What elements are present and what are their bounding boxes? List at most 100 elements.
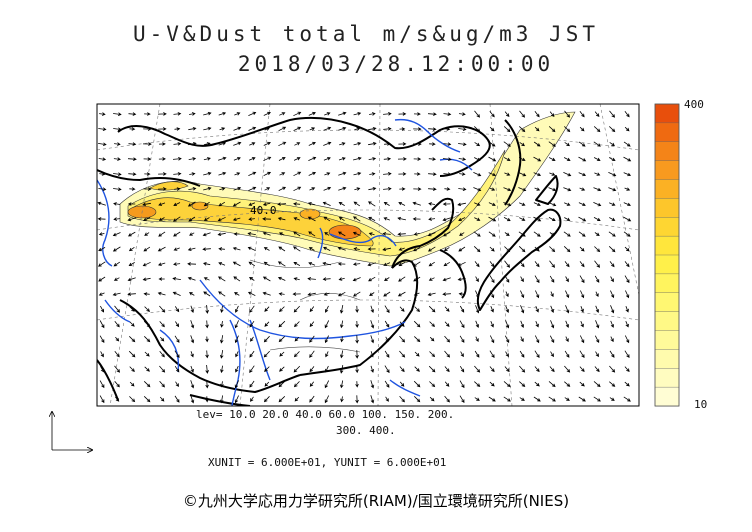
wind-arrow <box>428 172 437 176</box>
wind-arrow <box>278 186 287 191</box>
wind-arrow <box>235 351 239 358</box>
wind-arrow <box>292 292 301 296</box>
wind-arrow <box>218 156 227 161</box>
wind-arrow <box>399 187 406 191</box>
dust-map: 40.0 <box>0 103 680 480</box>
wind-arrow <box>113 127 122 131</box>
rivers <box>97 118 473 406</box>
colorbar-swatch <box>654 349 680 369</box>
colorbar-swatch <box>654 198 680 218</box>
wind-arrow <box>519 350 525 358</box>
wind-arrow <box>158 127 167 131</box>
chart-title: U-V&Dust total m/s&ug/m3 JST <box>132 22 599 46</box>
wind-arrow <box>325 351 329 358</box>
wind-arrow <box>249 350 255 358</box>
wind-arrow <box>505 291 509 298</box>
wind-arrow <box>308 262 316 266</box>
wind-arrow <box>459 305 465 313</box>
wind-arrow <box>338 277 345 281</box>
wind-arrow <box>143 127 152 131</box>
wind-arrow <box>504 335 510 344</box>
wind-arrow <box>490 306 494 313</box>
wind-arrow <box>353 112 362 116</box>
wind-arrow <box>234 112 241 116</box>
wind-arrow <box>549 260 556 268</box>
wind-arrow <box>609 261 615 268</box>
wind-arrow <box>293 277 300 281</box>
wind-arrow <box>219 127 226 131</box>
wind-arrow <box>188 216 196 222</box>
wind-arrow <box>203 262 211 266</box>
wind-arrow <box>609 126 616 133</box>
wind-arrow <box>157 112 167 116</box>
wind-arrow <box>322 201 331 206</box>
wind-arrow <box>534 366 540 373</box>
wind-arrow <box>505 320 510 329</box>
wind-arrow <box>473 172 482 177</box>
wind-arrow <box>593 141 601 147</box>
wind-arrow <box>459 335 465 343</box>
wind-arrow <box>309 335 315 343</box>
wind-arrow <box>190 365 194 373</box>
wind-arrow <box>308 156 317 161</box>
wind-arrow <box>113 202 121 206</box>
wind-arrow <box>172 216 181 222</box>
wind-arrow <box>202 232 211 237</box>
wind-arrow <box>579 366 585 373</box>
wind-arrow <box>309 187 316 191</box>
wind-arrow <box>503 126 511 133</box>
wind-arrow <box>623 396 631 402</box>
wind-arrow <box>309 395 315 403</box>
wind-arrow <box>593 381 601 388</box>
wind-arrow <box>218 262 226 266</box>
wind-arrow <box>144 306 151 313</box>
wind-arrow <box>385 336 389 342</box>
map-frame <box>96 103 640 407</box>
wind-arrow <box>458 246 466 252</box>
wind-arrow <box>293 171 302 177</box>
wind-arrow <box>323 186 332 191</box>
wind-arrow <box>505 305 509 313</box>
wind-arrow <box>263 156 272 162</box>
wind-arrow <box>413 232 420 236</box>
wind-arrow <box>354 187 361 191</box>
wind-arrow <box>309 366 315 373</box>
wind-arrow <box>398 172 407 176</box>
wind-arrow <box>519 217 526 221</box>
wind-arrow <box>580 321 584 328</box>
wind-arrow <box>535 321 539 328</box>
wind-arrow <box>112 232 121 237</box>
wind-arrow <box>505 351 509 358</box>
wind-arrow <box>249 277 255 281</box>
wind-arrow <box>413 380 421 388</box>
contour-levels-line1: lev= 10.0 20.0 40.0 60.0 100. 150. 200. <box>196 408 455 421</box>
wind-arrow <box>564 110 571 118</box>
wind-arrow <box>383 172 392 176</box>
wind-arrow <box>550 305 554 313</box>
wind-arrow <box>218 291 226 297</box>
wind-arrow <box>263 171 272 176</box>
wind-arrow <box>142 202 151 207</box>
contour-levels-line2: 300. 400. <box>336 424 396 437</box>
wind-arrow <box>248 186 257 191</box>
wind-arrow <box>294 396 300 402</box>
wind-arrow <box>235 305 239 313</box>
wind-arrow <box>323 216 331 222</box>
wind-arrow <box>548 126 556 133</box>
wind-arrow <box>127 231 136 237</box>
wind-arrow <box>353 216 361 222</box>
wind-arrow <box>428 157 437 161</box>
wind-arrow <box>489 111 495 118</box>
wind-arrow <box>233 126 242 131</box>
wind-arrow <box>293 126 302 131</box>
wind-arrow <box>564 142 570 147</box>
wind-arrow <box>458 157 467 161</box>
wind-arrow <box>248 126 257 131</box>
wind-arrow <box>459 172 466 176</box>
wind-arrow <box>263 396 270 403</box>
wind-arrow <box>173 247 180 251</box>
wind-arrow <box>294 336 300 342</box>
wind-arrow <box>368 141 377 146</box>
wind-arrow <box>520 336 524 343</box>
wind-arrow <box>278 141 287 147</box>
